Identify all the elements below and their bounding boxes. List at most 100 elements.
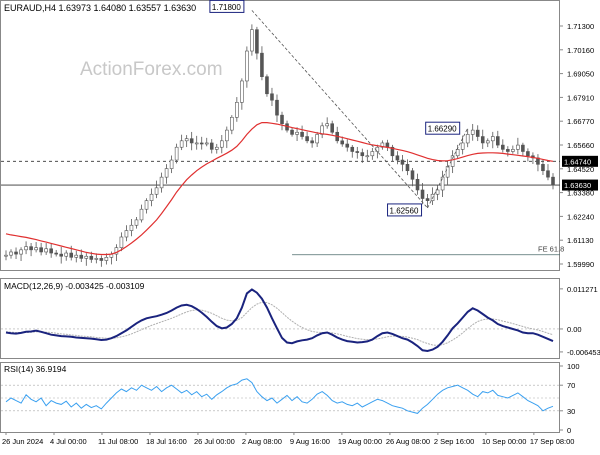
- candle-body: [325, 123, 329, 127]
- candle-body: [475, 129, 480, 137]
- candle-body: [290, 129, 294, 135]
- candle-body: [435, 189, 440, 195]
- candle-body: [29, 246, 33, 251]
- candle-body: [440, 176, 445, 191]
- candle-body: [169, 159, 174, 169]
- candle-body: [410, 170, 415, 180]
- price-value-box: [562, 155, 598, 167]
- candlestick-series: [4, 24, 555, 267]
- candle-body: [164, 168, 169, 178]
- fe-label: FE 61.8: [538, 245, 564, 254]
- candle-body: [501, 144, 505, 150]
- x-tick-label: 11 Jul 08:00: [98, 437, 138, 446]
- candle-body: [144, 200, 149, 210]
- candle-body: [415, 178, 420, 191]
- candle-body: [74, 254, 79, 258]
- candle-body: [330, 123, 334, 133]
- rsi-title: RSI(14) 36.9194: [4, 364, 67, 374]
- x-tick-label: 17 Sep 08:00: [530, 437, 575, 446]
- candle-body: [340, 140, 345, 145]
- candle-body: [204, 142, 209, 145]
- candle-body: [400, 159, 405, 165]
- candle-body: [275, 99, 279, 116]
- x-tick-label: 18 Jul 16:00: [146, 437, 187, 446]
- candle-body: [405, 164, 410, 172]
- macd-panel-frame: [0, 278, 560, 359]
- candle-body: [460, 142, 465, 150]
- candle-body: [174, 146, 179, 161]
- price-y-tick-label: 1.70160: [567, 46, 594, 55]
- candle-body: [526, 151, 530, 157]
- rsi-y-tick-label: 0: [567, 426, 571, 435]
- candle-body: [390, 146, 395, 157]
- candle-body: [14, 251, 18, 255]
- x-tick-label: 4 Jul 00:00: [50, 437, 87, 446]
- candle-body: [39, 247, 43, 253]
- candle-body: [305, 136, 309, 142]
- candle-body: [506, 149, 510, 152]
- candle-body: [89, 255, 94, 260]
- candle-body: [265, 76, 269, 95]
- macd-title: MACD(12,26,9) -0.003425 -0.003109: [4, 281, 145, 291]
- candle-body: [480, 136, 485, 144]
- price-y-tick-label: 1.64520: [567, 165, 594, 174]
- candle-body: [245, 50, 249, 82]
- candle-body: [159, 176, 164, 189]
- candle-body: [4, 254, 8, 257]
- candle-body: [84, 255, 89, 259]
- candle-body: [295, 131, 299, 135]
- candle-body: [420, 189, 425, 199]
- candle-body: [69, 252, 74, 258]
- candle-body: [250, 29, 254, 52]
- price-y-tick-label: 1.62240: [567, 212, 594, 221]
- candle-body: [214, 146, 219, 150]
- candle-body: [149, 193, 154, 201]
- candle-body: [350, 146, 355, 152]
- price-value-label: 1.64740: [564, 157, 591, 166]
- rsi-y-tick-label: 30: [567, 407, 575, 416]
- fib-trendline: [251, 10, 428, 209]
- candle-body: [380, 142, 385, 148]
- candle-body: [395, 155, 400, 161]
- price-annotation-box: [387, 203, 423, 217]
- candle-body: [139, 208, 144, 221]
- macd-y-tick-label: 0.011271: [567, 285, 598, 294]
- candle-body: [129, 224, 134, 231]
- price-annotation-label: 1.66290: [428, 125, 457, 134]
- price-annotation-box: [209, 0, 245, 13]
- rsi-line: [5, 378, 554, 414]
- candle-body: [230, 116, 234, 131]
- y-axis-ticks: 1.71300 1.70160 1.69050 1.67910 1.66770 1.656…: [560, 22, 600, 435]
- macd-series: [1, 288, 559, 353]
- candle-body: [280, 114, 284, 125]
- candle-body: [270, 93, 274, 101]
- candle-body: [240, 80, 244, 103]
- price-y-tick-label: 1.65660: [567, 141, 594, 150]
- watermark-text: ActionForex.com: [80, 59, 223, 80]
- x-axis-ticks: 26 Jun 2024 4 Jul 00:00 11 Jul 08:00 18 Jul…: [2, 432, 574, 446]
- x-tick-label: 10 Sep 00:00: [482, 437, 527, 446]
- candle-body: [235, 102, 239, 118]
- candle-body: [425, 198, 430, 201]
- macd-y-tick-label: -0.006453: [567, 348, 600, 357]
- candle-body: [99, 258, 104, 261]
- candle-body: [44, 248, 48, 253]
- reference-lines: FE 61.8: [1, 160, 564, 256]
- candle-body: [154, 187, 159, 195]
- price-value-box: [562, 179, 598, 191]
- macd-signal-line: [5, 301, 554, 346]
- candle-body: [124, 230, 129, 238]
- candle-body: [445, 166, 450, 178]
- candle-body: [119, 236, 124, 248]
- rsi-y-tick-label: 100: [567, 362, 580, 371]
- candle-body: [490, 136, 495, 142]
- candle-body: [219, 140, 224, 148]
- candle-body: [59, 253, 63, 257]
- candle-body: [355, 151, 360, 153]
- candle-body: [54, 252, 58, 255]
- candle-body: [310, 140, 314, 144]
- candle-body: [465, 134, 470, 144]
- candle-body: [209, 142, 214, 150]
- candle-body: [225, 129, 229, 142]
